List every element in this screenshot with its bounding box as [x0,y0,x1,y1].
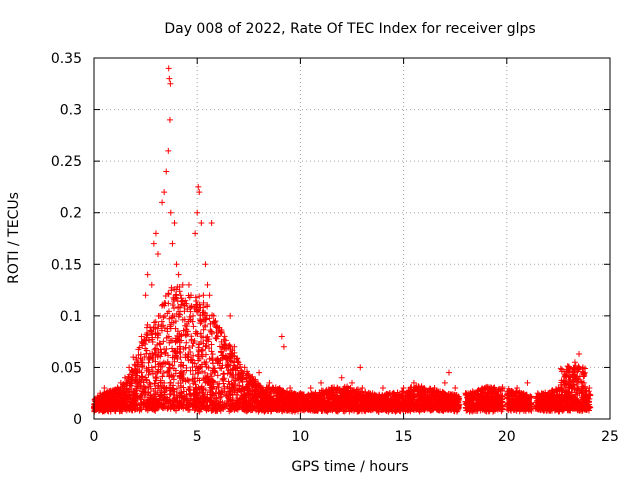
data-point [151,346,158,353]
data-point [152,374,159,381]
data-point [163,394,170,401]
data-points [91,65,594,415]
data-point [223,355,230,362]
data-point [199,347,206,354]
data-point [176,288,183,295]
data-point [557,365,564,372]
data-point [159,301,166,308]
data-point [207,376,214,383]
data-point [143,324,150,331]
data-point [144,321,151,328]
data-point [234,375,241,382]
data-point [145,354,152,361]
data-point [202,343,209,350]
data-point [169,345,176,352]
data-point [230,377,237,384]
data-point [217,364,224,371]
data-point [136,367,143,374]
data-point [218,326,225,333]
data-point [218,348,225,355]
data-point [155,321,162,328]
data-point [158,318,165,325]
data-point [176,333,183,340]
data-point [174,355,181,362]
data-point [215,328,222,335]
data-point [187,304,194,311]
data-point [170,305,177,312]
data-point [576,373,583,380]
data-point [219,362,226,369]
data-point [208,341,215,348]
data-point [193,297,200,304]
data-point [158,349,165,356]
data-point [221,333,228,340]
data-point [224,383,231,390]
data-point [577,378,584,385]
data-point [174,283,181,290]
data-point [558,366,565,373]
data-point [160,359,167,366]
data-point [173,385,180,392]
data-point [160,314,167,321]
data-point [214,372,221,379]
data-point [200,340,207,347]
data-point [215,384,222,391]
data-point [188,303,195,310]
data-point [208,348,215,355]
data-point [173,286,180,293]
data-point [573,389,580,396]
data-point [168,284,175,291]
data-point [566,376,573,383]
data-point [143,350,150,357]
data-point [154,369,161,376]
data-point [183,339,190,346]
data-point [187,390,194,397]
data-point [191,338,198,345]
data-point [186,313,193,320]
data-point [220,371,227,378]
data-point [174,328,181,335]
data-point [129,367,136,374]
data-point [237,363,244,370]
data-point [222,337,229,344]
data-point [145,371,152,378]
data-point [156,340,163,347]
data-point [200,334,207,341]
data-point [182,331,189,338]
data-point [186,384,193,391]
data-point [158,327,165,334]
data-point [190,352,197,359]
data-point [177,354,184,361]
data-point [206,315,213,322]
